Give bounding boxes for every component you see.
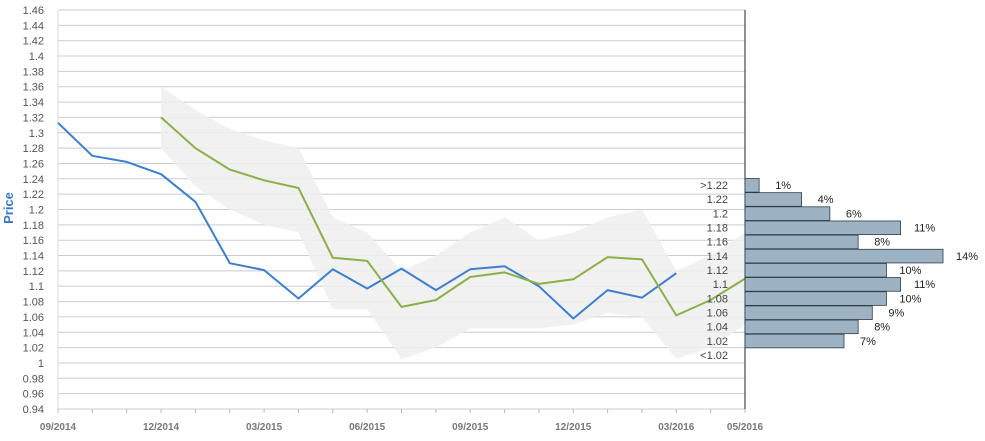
y-tick-label: 1.34 [23,97,44,109]
y-tick-label: 0.98 [23,373,44,385]
y-tick-label: 1.46 [23,5,44,17]
histogram-category-label: 1.06 [707,307,728,319]
y-tick-label: 1.2 [29,205,44,217]
histogram-category-label: 1.16 [707,237,728,249]
y-tick-label: 1.14 [23,251,44,263]
y-tick-label: 0.94 [23,404,44,416]
histogram-bar [745,221,901,235]
y-tick-label: 1.44 [23,20,44,32]
forecast-band [161,87,745,359]
x-tick-label: 09/2015 [452,422,489,433]
x-tick-label: 12/2014 [143,422,180,433]
y-tick-label: 1.06 [23,312,44,324]
y-tick-label: 1.24 [23,174,44,186]
y-tick-label: 1.4 [29,51,44,63]
y-axis-title: Price [1,192,16,224]
histogram-bar [745,235,858,249]
x-tick-label: 03/2015 [246,422,283,433]
histogram-bar [745,263,886,277]
histogram-percent-label: 10% [899,265,921,277]
y-tick-label: 1.32 [23,112,44,124]
y-tick-label: 1.26 [23,158,44,170]
histogram-bar [745,334,844,348]
y-tick-label: 1.04 [23,327,44,339]
histogram-category-label: 1.12 [707,265,728,277]
histogram-percent-label: 14% [956,251,978,263]
y-tick-label: 1.12 [23,266,44,278]
histogram-percent-label: 8% [874,322,890,334]
x-tick-label: 06/2015 [349,422,386,433]
histogram-bar [745,320,858,334]
histogram-category-label: 1.08 [707,293,728,305]
histogram-bar [745,179,759,193]
histogram-bar [745,193,802,207]
histogram-category-label: 1.22 [707,194,728,206]
histogram-category-label: 1.2 [713,208,728,220]
y-tick-label: 1.42 [23,36,44,48]
histogram-category-label: 1.02 [707,336,728,348]
y-tick-label: 1.1 [29,281,44,293]
histogram-percent-label: 6% [846,208,862,220]
y-tick-label: 1.22 [23,189,44,201]
histogram-percent-label: 9% [888,307,904,319]
histogram-bar [745,249,943,263]
x-tick-label: 09/2014 [40,422,77,433]
histogram-percent-label: 10% [899,293,921,305]
x-tick-label: 12/2015 [555,422,592,433]
x-tick-label: 03/2016 [658,422,695,433]
y-tick-label: 1 [38,358,44,370]
histogram-bar [745,306,872,320]
histogram-bar [745,278,901,292]
histogram-percent-label: 8% [874,237,890,249]
y-tick-label: 0.96 [23,389,44,401]
histogram-percent-label: 7% [860,336,876,348]
histogram-category-label: >1.22 [700,180,728,192]
y-tick-label: 1.3 [29,128,44,140]
histogram-category-label: 1.14 [707,251,728,263]
histogram-category-label: <1.02 [700,350,728,362]
histogram-bar [745,292,886,306]
y-tick-label: 1.28 [23,143,44,155]
y-tick-label: 1.18 [23,220,44,232]
y-tick-label: 1.02 [23,343,44,355]
histogram-percent-label: 11% [914,279,935,291]
histogram-percent-label: 1% [775,180,791,192]
histogram-percent-label: 11% [914,223,935,235]
histogram-category-label: 1.04 [707,322,728,334]
histogram-category-label: 1.18 [707,223,728,235]
y-tick-label: 1.08 [23,297,44,309]
histogram-bar [745,207,830,221]
histogram-percent-label: 4% [818,194,834,206]
y-tick-label: 1.38 [23,66,44,78]
histogram-category-label: 1.1 [713,279,728,291]
y-tick-label: 1.16 [23,235,44,247]
x-tick-label: 05/2016 [727,422,764,433]
y-tick-label: 1.36 [23,82,44,94]
